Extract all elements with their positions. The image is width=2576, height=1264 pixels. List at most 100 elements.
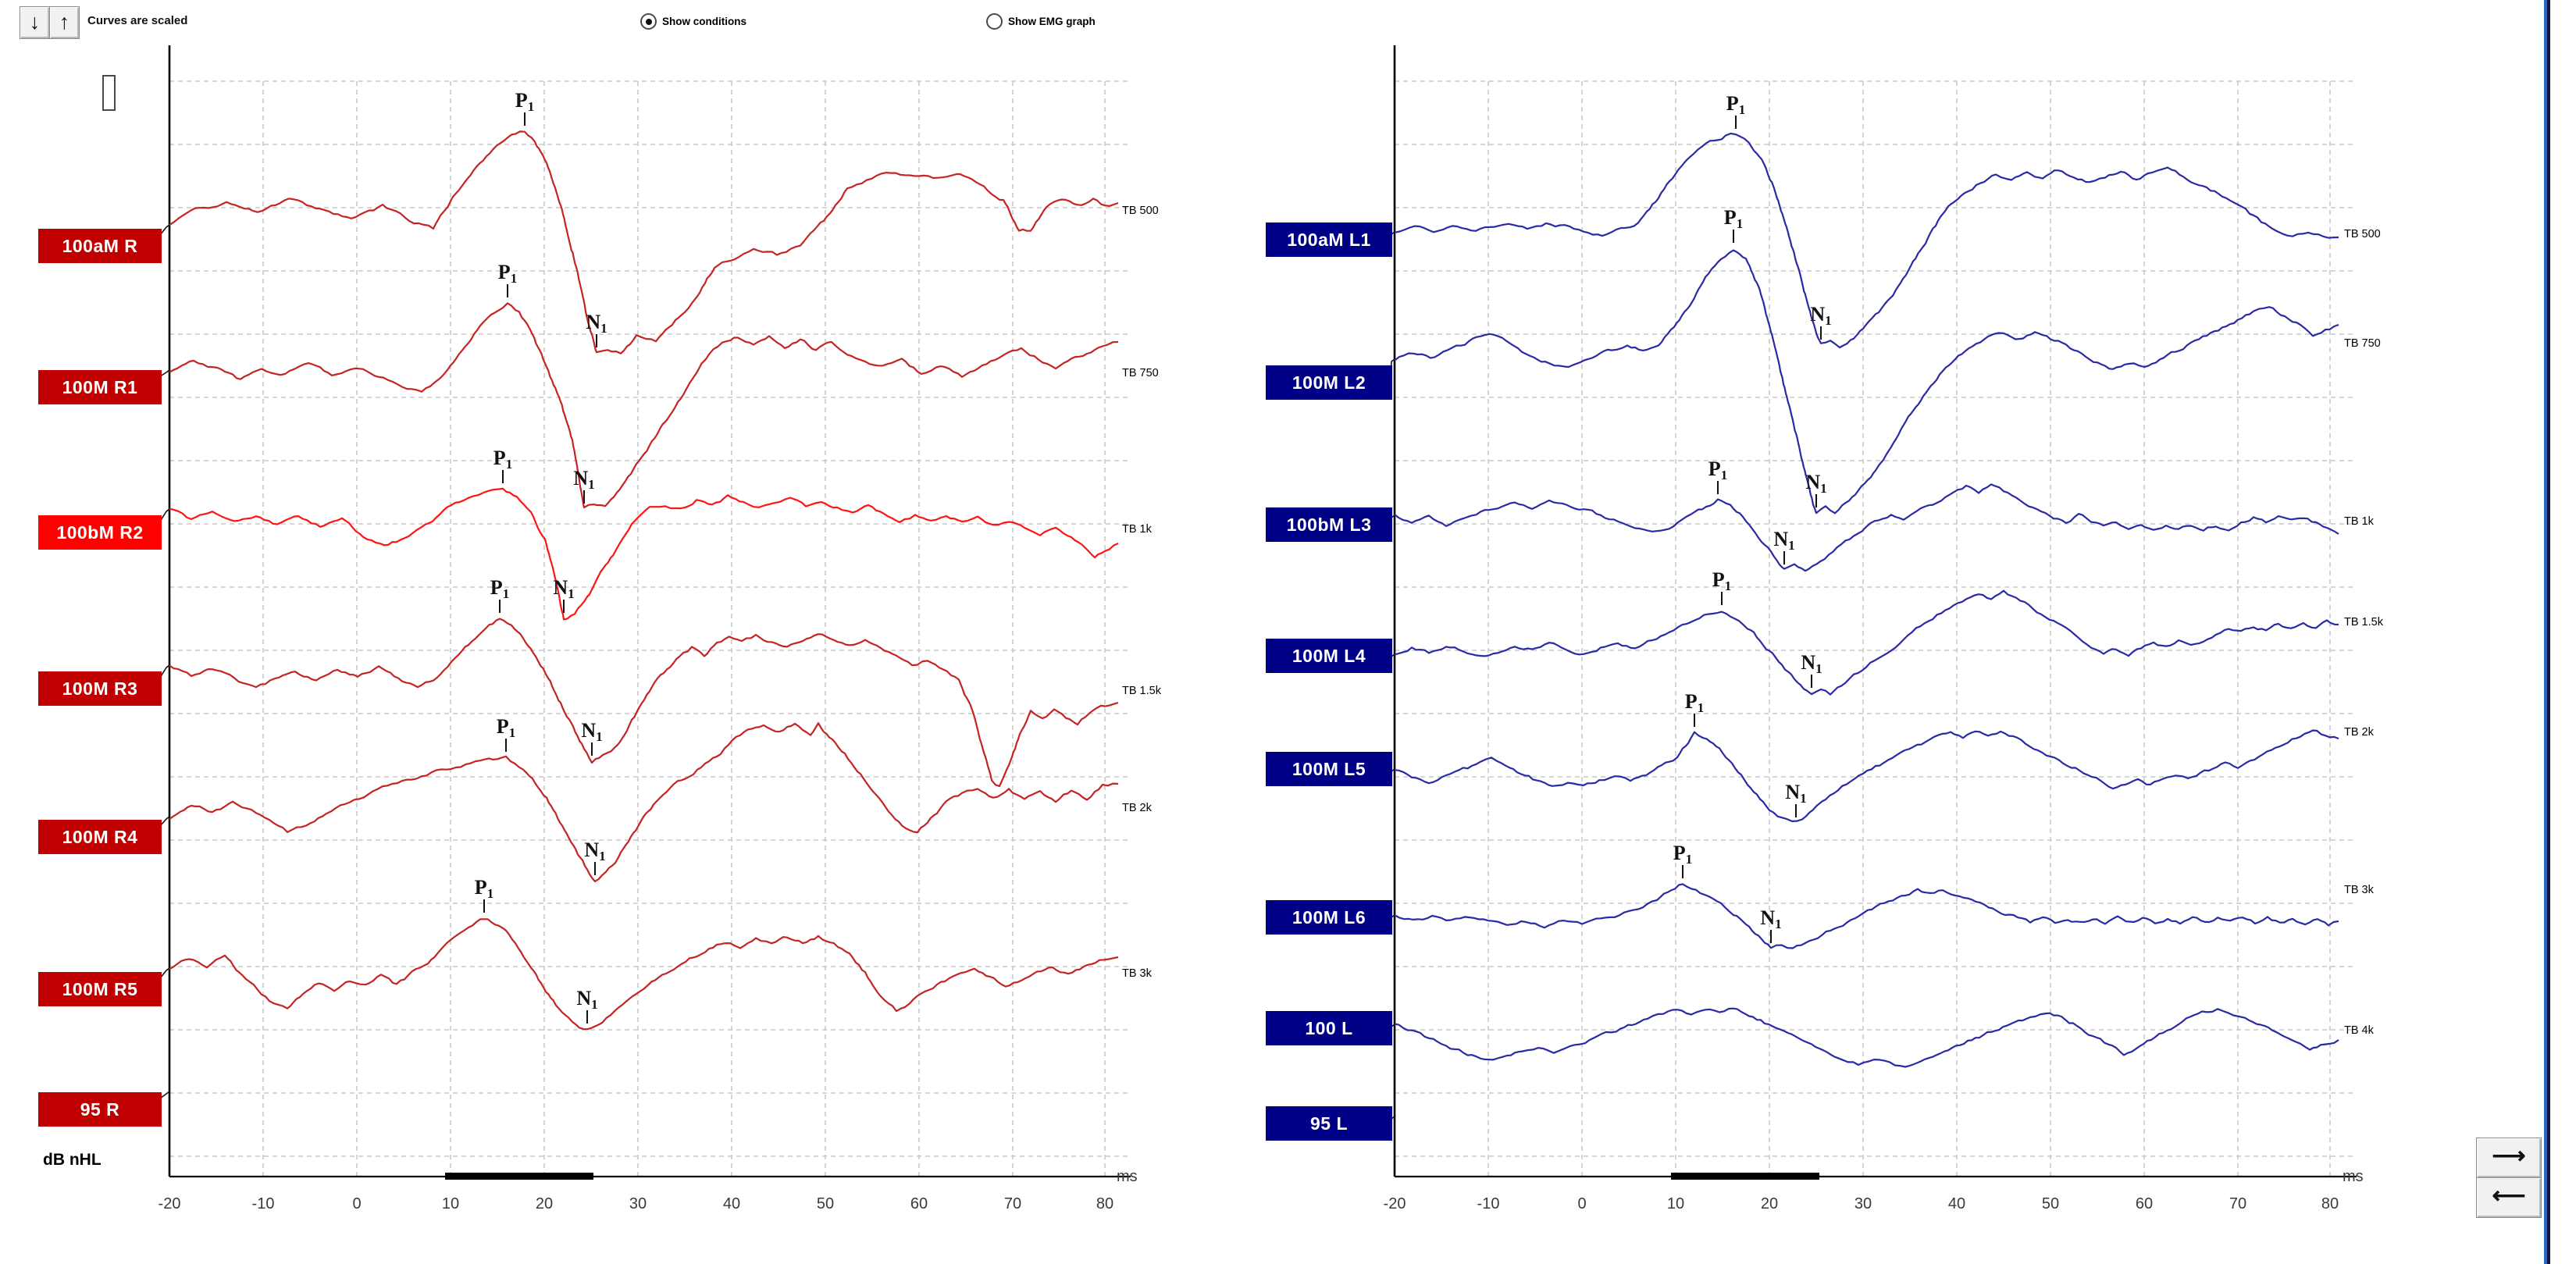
- x-tick-label: 80: [1096, 1195, 1113, 1212]
- waveform-curve[interactable]: [169, 130, 1119, 354]
- waveform-curve[interactable]: [1394, 729, 2339, 822]
- stimulus-label-tb-500: TB 500: [2344, 228, 2381, 240]
- stimulus-duration-bar: [1671, 1173, 1819, 1180]
- badge-leader-line: [159, 369, 170, 377]
- peak-marker-label: N1: [586, 311, 607, 336]
- x-tick-label: 40: [723, 1195, 740, 1212]
- peak-marker-label: N1: [1801, 651, 1822, 676]
- badge-leader-line: [159, 224, 170, 236]
- waveform-curve[interactable]: [169, 302, 1119, 509]
- next-page-button[interactable]: ⟶: [2476, 1138, 2542, 1178]
- x-tick-label: 50: [817, 1195, 834, 1212]
- waveform-curve[interactable]: [1394, 132, 2339, 349]
- radio-show-emg-graph[interactable]: Show EMG graph: [986, 13, 1096, 30]
- x-tick-label: -10: [1477, 1195, 1500, 1212]
- stimulus-label-tb-1-5k: TB 1.5k: [1122, 685, 1161, 697]
- waveform-curve[interactable]: [169, 618, 1119, 788]
- condition-badge-100am-l1[interactable]: 100aM L1: [1266, 223, 1392, 257]
- x-tick-label: 60: [910, 1195, 928, 1212]
- waveform-curve[interactable]: [169, 722, 1119, 883]
- stimulus-label-tb-3k: TB 3k: [2344, 884, 2374, 896]
- radio-label: Show conditions: [662, 16, 746, 27]
- stimulus-label-tb-3k: TB 3k: [1122, 967, 1152, 980]
- condition-badge-100m-r4[interactable]: 100M R4: [38, 820, 162, 854]
- x-tick-label: 20: [1761, 1195, 1778, 1212]
- badge-leader-line: [159, 1091, 170, 1099]
- x-tick-label: 0: [1577, 1195, 1586, 1212]
- peak-marker-label: P1: [1673, 842, 1692, 867]
- peak-marker-label: N1: [584, 839, 605, 863]
- stimulus-label-tb-750: TB 750: [2344, 337, 2381, 350]
- condition-badge-100m-r1[interactable]: 100M R1: [38, 370, 162, 404]
- condition-badge-100am-r[interactable]: 100aM R: [38, 229, 162, 263]
- peak-marker-label: N1: [573, 467, 594, 492]
- stimulus-label-tb-4k: TB 4k: [2344, 1024, 2374, 1037]
- x-tick-label: 40: [1948, 1195, 1965, 1212]
- peak-marker-label: P1: [475, 876, 493, 901]
- condition-badge-100m-l5[interactable]: 100M L5: [1266, 752, 1392, 786]
- badge-leader-line: [159, 508, 170, 522]
- stimulus-label-tb-750: TB 750: [1122, 367, 1159, 379]
- peak-marker-label: P1: [1726, 92, 1745, 117]
- x-tick-label: 50: [2042, 1195, 2059, 1212]
- radio-show-conditions[interactable]: Show conditions: [640, 13, 746, 30]
- peak-marker-label: P1: [1708, 458, 1727, 482]
- condition-badge-100m-l6[interactable]: 100M L6: [1266, 900, 1392, 935]
- badge-leader-line: [159, 967, 170, 979]
- x-tick-label: 10: [1667, 1195, 1684, 1212]
- waveform-curve[interactable]: [1394, 249, 2339, 515]
- stimulus-label-tb-1k: TB 1k: [2344, 515, 2374, 528]
- scroll-thumb[interactable]: [102, 75, 116, 111]
- peak-marker-label: P1: [498, 261, 517, 286]
- x-tick-label: 30: [1855, 1195, 1872, 1212]
- ms-unit-label: ms: [2343, 1168, 2364, 1185]
- stimulus-label-tb-2k: TB 2k: [2344, 726, 2374, 739]
- stimulus-label-tb-1-5k: TB 1.5k: [2344, 616, 2383, 628]
- stimulus-duration-bar: [445, 1173, 593, 1180]
- window-edge-stripe-dark: [2547, 0, 2550, 1264]
- curves-scaled-note: Curves are scaled: [87, 14, 188, 27]
- peak-marker-label: N1: [1805, 471, 1826, 496]
- condition-badge-100bm-r2[interactable]: 100bM R2: [38, 515, 162, 550]
- condition-badge-95-l[interactable]: 95 L: [1266, 1106, 1392, 1141]
- waveform-curve[interactable]: [1394, 483, 2339, 572]
- scale-down-button[interactable]: ↓: [20, 6, 50, 39]
- stimulus-label-tb-1k: TB 1k: [1122, 523, 1152, 536]
- radio-circle-icon[interactable]: [640, 13, 657, 30]
- peak-marker-label: P1: [497, 715, 515, 740]
- window-edge-stripe: [2544, 0, 2547, 1264]
- x-tick-label: 0: [352, 1195, 361, 1212]
- radio-circle-icon[interactable]: [986, 13, 1003, 30]
- waveform-curve[interactable]: [1394, 883, 2339, 949]
- peak-marker-label: N1: [581, 719, 602, 744]
- waveform-curve[interactable]: [1394, 589, 2339, 696]
- waveform-curve[interactable]: [169, 918, 1119, 1031]
- scale-up-button[interactable]: ↑: [49, 6, 80, 39]
- x-tick-label: 70: [2229, 1195, 2246, 1212]
- prev-page-button[interactable]: ⟵: [2476, 1177, 2542, 1218]
- condition-badge-100-l[interactable]: 100 L: [1266, 1011, 1392, 1045]
- peak-marker-label: N1: [576, 987, 597, 1012]
- peak-marker-label: P1: [1685, 690, 1704, 715]
- peak-marker-label: N1: [1785, 781, 1806, 806]
- peak-marker-label: N1: [553, 576, 574, 601]
- condition-badge-95-r[interactable]: 95 R: [38, 1092, 162, 1127]
- waveform-curve[interactable]: [169, 487, 1119, 621]
- condition-badge-100m-l2[interactable]: 100M L2: [1266, 365, 1392, 400]
- condition-badge-100m-r5[interactable]: 100M R5: [38, 972, 162, 1006]
- condition-badge-100m-r3[interactable]: 100M R3: [38, 671, 162, 706]
- condition-badge-100bm-l3[interactable]: 100bM L3: [1266, 507, 1392, 542]
- peak-marker-label: N1: [1760, 906, 1781, 931]
- stimulus-label-tb-2k: TB 2k: [1122, 802, 1152, 814]
- x-tick-label: -20: [159, 1195, 181, 1212]
- x-tick-label: 80: [2321, 1195, 2339, 1212]
- radio-label: Show EMG graph: [1008, 16, 1096, 27]
- condition-badge-100m-l4[interactable]: 100M L4: [1266, 639, 1392, 673]
- x-tick-label: 70: [1004, 1195, 1021, 1212]
- peak-marker-label: P1: [1724, 206, 1743, 231]
- y-axis-unit-label: dB nHL: [43, 1151, 102, 1169]
- badge-leader-line: [159, 664, 170, 678]
- waveform-curve[interactable]: [1394, 1007, 2339, 1068]
